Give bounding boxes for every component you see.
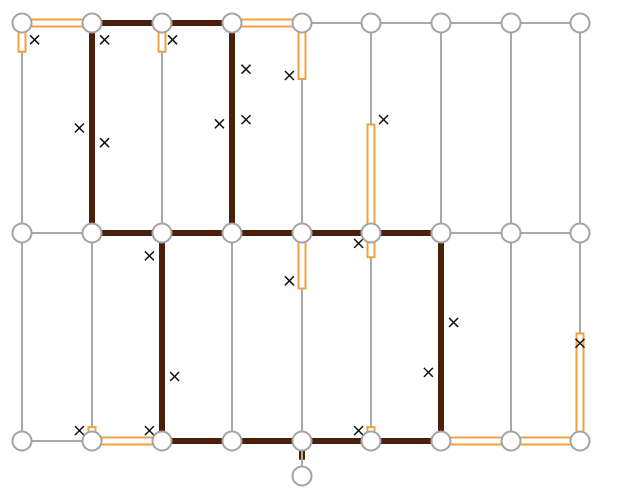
grid-node[interactable] bbox=[11, 12, 33, 34]
cross-mark[interactable] bbox=[574, 338, 586, 349]
grid-node[interactable] bbox=[569, 12, 591, 34]
grid-node[interactable] bbox=[151, 222, 173, 244]
grid-node[interactable] bbox=[221, 430, 243, 452]
cross-mark[interactable] bbox=[99, 34, 110, 45]
grid-node[interactable] bbox=[291, 430, 313, 452]
cross-mark[interactable] bbox=[167, 34, 178, 45]
grid-node[interactable] bbox=[81, 430, 103, 452]
grid-nodes bbox=[11, 12, 591, 487]
cross-mark[interactable] bbox=[144, 425, 155, 436]
grid-node[interactable] bbox=[11, 222, 33, 244]
grid-node[interactable] bbox=[291, 12, 313, 34]
grid-node[interactable] bbox=[360, 12, 382, 34]
cross-mark[interactable] bbox=[423, 367, 434, 378]
grid-node[interactable] bbox=[569, 430, 591, 452]
cross-mark[interactable] bbox=[240, 64, 252, 75]
grid-node[interactable] bbox=[500, 222, 522, 244]
solution-path bbox=[89, 20, 444, 471]
grid-node[interactable] bbox=[430, 430, 452, 452]
grid-node[interactable] bbox=[291, 222, 313, 244]
grid-node[interactable] bbox=[500, 430, 522, 452]
grid-node[interactable] bbox=[221, 222, 243, 244]
cross-mark[interactable] bbox=[74, 425, 85, 436]
cross-mark[interactable] bbox=[74, 122, 85, 134]
cross-mark[interactable] bbox=[378, 114, 389, 125]
cross-mark[interactable] bbox=[169, 371, 180, 382]
cross-mark[interactable] bbox=[284, 70, 295, 81]
grid-node[interactable] bbox=[430, 12, 452, 34]
grid-node[interactable] bbox=[81, 222, 103, 244]
grid-node[interactable] bbox=[81, 12, 103, 34]
cross-mark[interactable] bbox=[240, 114, 252, 125]
cross-marks bbox=[29, 34, 586, 436]
cross-mark[interactable] bbox=[284, 275, 295, 286]
cross-mark[interactable] bbox=[144, 250, 155, 261]
grid-node[interactable] bbox=[360, 222, 382, 244]
grid-node[interactable] bbox=[11, 430, 33, 452]
grid-node[interactable] bbox=[360, 430, 382, 452]
grid-node[interactable] bbox=[221, 12, 243, 34]
exit-node[interactable] bbox=[291, 465, 313, 487]
grid-node[interactable] bbox=[151, 12, 173, 34]
cross-mark[interactable] bbox=[99, 137, 110, 148]
cross-mark[interactable] bbox=[448, 317, 459, 328]
cross-mark[interactable] bbox=[353, 425, 364, 436]
cross-mark[interactable] bbox=[29, 34, 40, 45]
cross-mark[interactable] bbox=[214, 118, 225, 129]
grid-node[interactable] bbox=[430, 222, 452, 244]
grid-node[interactable] bbox=[151, 430, 173, 452]
grid-node[interactable] bbox=[569, 222, 591, 244]
grid-node[interactable] bbox=[500, 12, 522, 34]
cross-mark[interactable] bbox=[353, 238, 364, 249]
